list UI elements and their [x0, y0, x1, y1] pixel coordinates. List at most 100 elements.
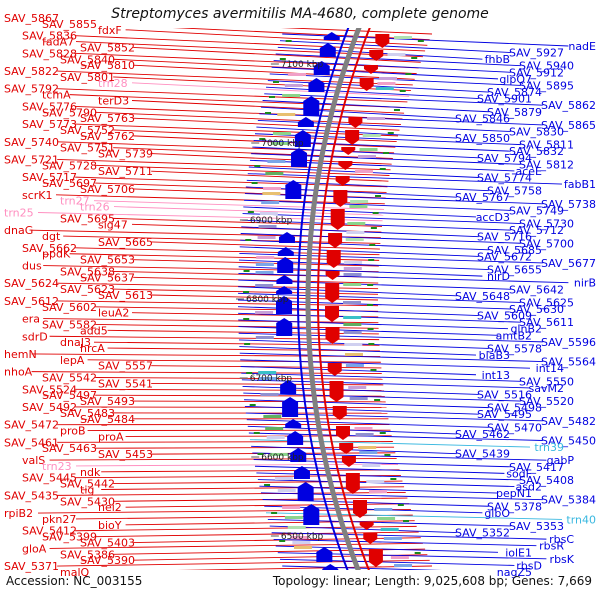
gene-label-sav_5695: SAV_5695 — [60, 212, 115, 225]
label-connector — [254, 465, 505, 474]
forward-gene-arrow — [325, 327, 340, 344]
label-connector — [239, 352, 543, 363]
reverse-category-stripe — [255, 263, 274, 266]
gene-label-trn28: trn28 — [98, 77, 128, 90]
forward-category-stripe — [343, 316, 362, 319]
label-connector — [31, 371, 382, 375]
gene-label-trn39: trn39 — [534, 441, 564, 454]
gene-label-sav_5790: SAV_5790 — [42, 106, 97, 119]
gene-label-sav_5378: SAV_5378 — [487, 500, 542, 513]
reverse-category-stripe — [292, 541, 311, 544]
gene-label-int14: int14 — [536, 362, 564, 375]
gene-label-sav_5524: SAV_5524 — [22, 383, 77, 396]
label-connector — [57, 88, 408, 103]
gene-label-ppdk: ppdK — [42, 248, 71, 261]
forward-category-stripe — [358, 155, 377, 158]
ruler-tick-label: 7000 kbp — [261, 139, 304, 149]
label-connector — [238, 272, 569, 284]
reverse-category-stripe — [258, 371, 277, 374]
feature-marker — [265, 112, 272, 114]
gene-label-gloa: gloA — [22, 542, 47, 555]
label-connector — [37, 212, 383, 222]
forward-category-stripe — [349, 205, 368, 208]
label-connector — [49, 542, 423, 549]
feature-marker — [368, 259, 375, 261]
topology-text: Topology: linear; Length: 9,025,608 bp; … — [272, 574, 592, 588]
gene-label-sav_5520: SAV_5520 — [519, 395, 574, 408]
gene-label-sav_5450: SAV_5450 — [541, 435, 596, 448]
reverse-strand-line — [297, 28, 350, 570]
reverse-category-stripe — [277, 489, 296, 492]
gene-label-sav_5352: SAV_5352 — [455, 527, 510, 540]
reverse-category-stripe — [282, 94, 301, 97]
label-connector — [238, 312, 521, 323]
forward-gene-arrow — [369, 50, 384, 61]
forward-gene-arrow — [348, 117, 363, 128]
forward-category-stripe — [362, 464, 381, 467]
forward-category-stripe — [348, 386, 367, 389]
label-connector — [240, 359, 531, 369]
gene-label-sav_5609: SAV_5609 — [477, 310, 532, 323]
reverse-gene-arrow — [294, 130, 311, 147]
gene-label-sav_5637: SAV_5637 — [80, 271, 135, 284]
gene-label-sav_5435: SAV_5435 — [4, 489, 59, 502]
feature-marker — [372, 212, 379, 214]
reverse-gene-arrow — [277, 257, 294, 273]
gene-label-sav_5830: SAV_5830 — [509, 125, 564, 138]
gene-label-nirb: nirB — [574, 277, 596, 290]
label-connector — [260, 106, 457, 119]
forward-category-stripe — [367, 117, 386, 120]
gene-label-sav_5773: SAV_5773 — [22, 118, 77, 131]
gene-label-sav_5655: SAV_5655 — [487, 264, 542, 277]
gene-label-sav_5711: SAV_5711 — [98, 165, 153, 178]
gene-label-sav_5716: SAV_5716 — [477, 231, 532, 244]
label-connector — [133, 276, 379, 284]
gene-label-sav_5578: SAV_5578 — [487, 342, 542, 355]
gene-label-tig: tig — [80, 483, 94, 496]
reverse-category-stripe — [266, 436, 285, 439]
reverse-gene-arrow — [303, 96, 320, 116]
gene-label-sav_5461: SAV_5461 — [4, 436, 59, 449]
ruler-tick-label: 6700 kbp — [250, 374, 293, 384]
label-connector — [273, 538, 537, 547]
gene-label-sav_5541: SAV_5541 — [98, 377, 153, 390]
forward-category-stripe — [345, 364, 364, 367]
label-connector — [241, 372, 521, 382]
gene-label-sav_5697: SAV_5697 — [42, 177, 97, 190]
gene-label-sav_5630: SAV_5630 — [509, 303, 564, 316]
reverse-gene-arrow — [308, 78, 325, 92]
label-connector — [95, 531, 419, 538]
feature-marker — [390, 478, 397, 480]
label-connector — [93, 200, 385, 210]
feature-marker — [367, 304, 374, 306]
forward-gene-arrow — [363, 65, 378, 74]
forward-gene-arrow — [325, 283, 340, 303]
feature-marker — [384, 454, 391, 456]
reverse-category-stripe — [282, 506, 301, 509]
forward-gene-arrow — [375, 34, 390, 48]
gene-label-sav_5822: SAV_5822 — [4, 65, 59, 78]
reverse-category-stripe — [272, 132, 291, 135]
gene-label-sav_5417: SAV_5417 — [509, 461, 564, 474]
gene-label-sav_5442: SAV_5442 — [60, 478, 115, 491]
reverse-category-stripe — [277, 113, 296, 116]
gene-label-pkn27: pkn27 — [42, 513, 76, 526]
gene-label-sav_5927: SAV_5927 — [509, 47, 564, 60]
gene-label-sav_5557: SAV_5557 — [98, 360, 153, 373]
gene-label-sav_5850: SAV_5850 — [455, 132, 510, 145]
gene-label-sav_5611: SAV_5611 — [519, 316, 574, 329]
gene-label-sav_5408: SAV_5408 — [519, 474, 574, 487]
forward-gene-arrow — [345, 130, 360, 145]
gene-label-sav_5602: SAV_5602 — [42, 301, 97, 314]
gene-label-sav_5386: SAV_5386 — [60, 548, 115, 561]
forward-category-stripe — [343, 267, 362, 270]
backbone-line — [305, 28, 362, 570]
forward-category-stripe — [377, 517, 396, 520]
label-connector — [238, 339, 489, 349]
gene-label-sav_5662: SAV_5662 — [22, 242, 77, 255]
gene-label-sav_5700: SAV_5700 — [519, 237, 574, 250]
feature-marker — [397, 504, 404, 506]
ruler-tick-label: 6800 kbp — [246, 295, 289, 305]
gene-label-hemn: hemN — [4, 348, 37, 361]
